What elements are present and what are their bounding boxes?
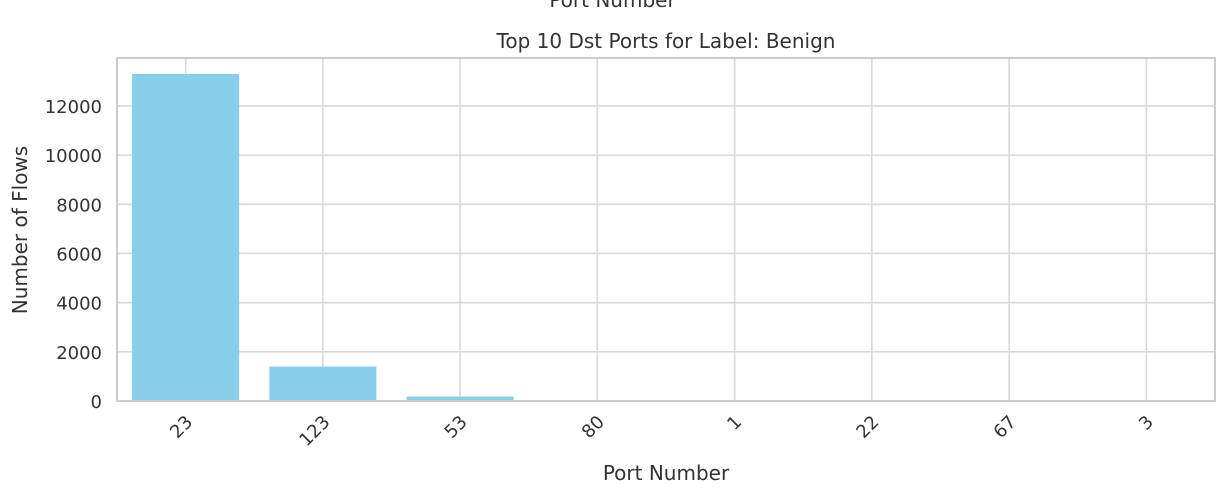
y-tick-label: 4000	[56, 294, 102, 315]
cropped-figure-label: Port Number	[549, 0, 676, 12]
y-tick-label: 2000	[56, 343, 102, 364]
x-tick-label: 22	[852, 412, 883, 443]
x-tick-label: 123	[295, 412, 334, 451]
bars-layer	[132, 73, 1200, 401]
bar-53	[406, 396, 514, 401]
bar-23	[132, 73, 240, 401]
y-tick-label: 6000	[56, 244, 102, 265]
y-tick-label: 0	[91, 392, 102, 413]
x-tick-label: 3	[1135, 412, 1158, 435]
x-tick-label: 80	[578, 412, 609, 443]
y-tick-label: 12000	[45, 97, 102, 118]
y-tick-label: 10000	[45, 146, 102, 167]
grid-layer	[117, 58, 1215, 402]
chart-title: Top 10 Dst Ports for Label: Benign	[496, 29, 836, 53]
x-tick-label: 53	[441, 412, 472, 443]
x-axis-label: Port Number	[603, 461, 730, 485]
y-axis-label: Number of Flows	[8, 146, 32, 314]
x-tick-label: 1	[723, 412, 746, 435]
x-tick-label: 23	[166, 412, 197, 443]
plot-frame	[116, 57, 1216, 402]
y-tick-label: 8000	[56, 195, 102, 216]
x-tick-label: 67	[990, 412, 1021, 443]
bar-123	[269, 366, 377, 401]
